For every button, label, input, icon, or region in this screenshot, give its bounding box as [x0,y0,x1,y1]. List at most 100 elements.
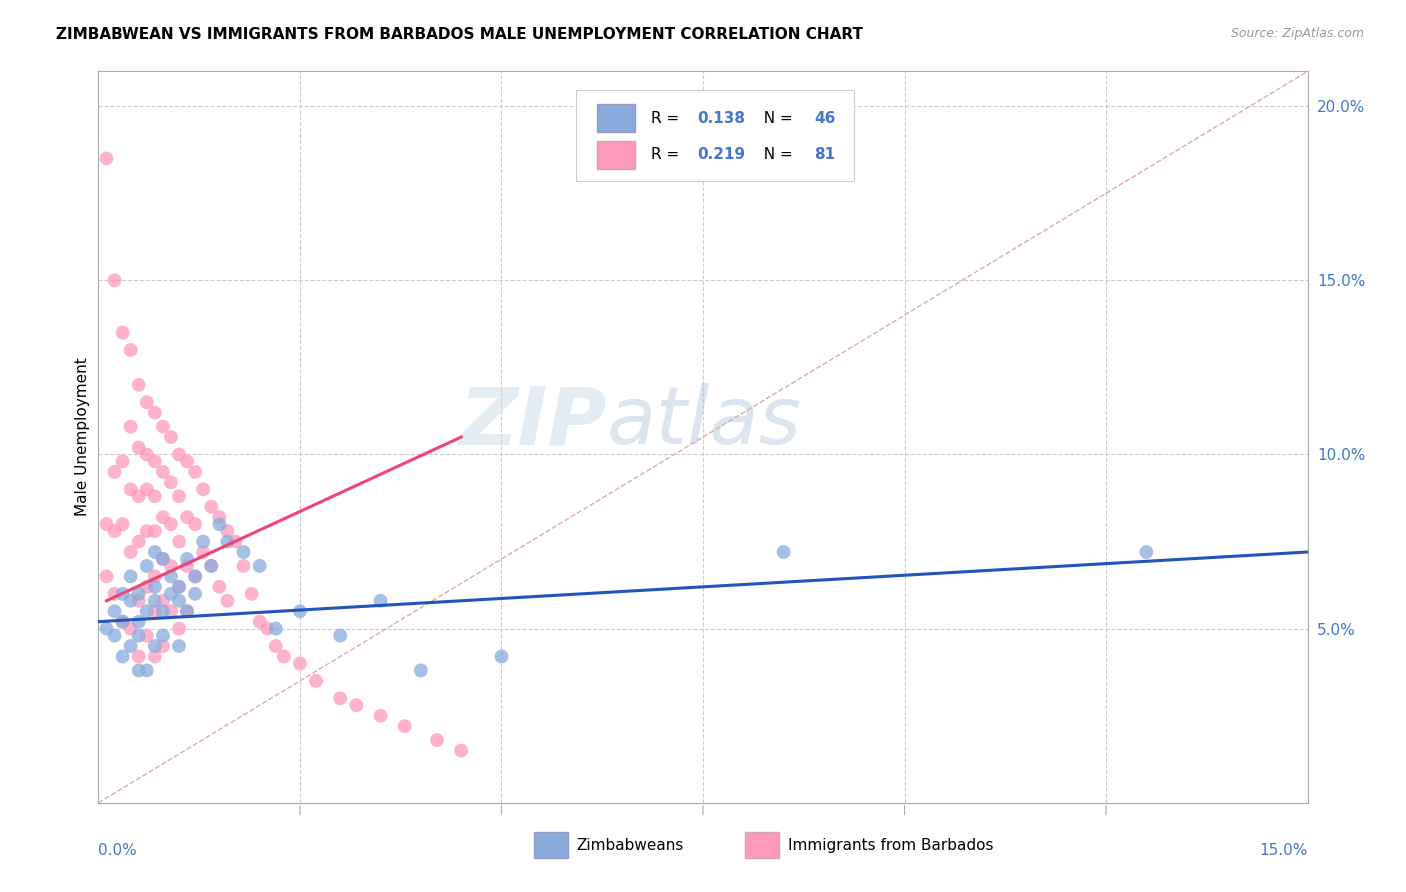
Point [152,639,174,653]
Point [96,569,118,583]
Point [1135,545,1157,559]
Point [370,708,392,723]
Text: N =: N = [754,147,797,162]
Point [111,454,134,468]
Point [176,454,198,468]
Point [96,622,118,636]
Point [264,622,287,636]
Point [103,524,125,538]
Point [167,580,190,594]
Point [135,604,157,618]
Point [232,558,254,573]
Point [96,152,118,166]
Point [160,558,183,573]
Point [344,698,367,713]
Point [176,510,198,524]
Point [143,639,166,653]
Text: 0.0%: 0.0% [98,843,138,858]
Point [184,465,207,479]
Point [167,534,190,549]
Point [152,629,174,643]
Point [135,558,157,573]
Point [329,629,352,643]
Point [240,587,263,601]
FancyBboxPatch shape [576,90,855,181]
Point [160,569,183,583]
Point [135,483,157,497]
Point [217,594,239,608]
Point [143,569,166,583]
Point [200,558,222,573]
Point [120,569,142,583]
Point [184,569,207,583]
Point [264,639,287,653]
Text: R =: R = [651,147,685,162]
Text: 0.219: 0.219 [697,147,745,162]
Point [208,580,231,594]
Point [176,552,198,566]
Point [120,622,142,636]
Point [167,594,190,608]
Point [128,615,150,629]
Point [143,454,166,468]
Text: atlas: atlas [606,384,801,461]
Point [128,377,150,392]
Point [193,534,215,549]
Point [111,615,134,629]
Point [120,545,142,559]
Point [111,326,134,340]
Point [128,594,150,608]
Point [120,639,142,653]
Point [305,673,328,688]
Point [208,510,231,524]
Point [491,649,513,664]
Point [184,569,207,583]
Point [135,448,157,462]
Point [176,604,198,618]
Text: ZIP: ZIP [458,384,606,461]
Point [152,604,174,618]
Point [128,664,150,678]
Point [143,594,166,608]
Text: Immigrants from Barbados: Immigrants from Barbados [787,838,993,853]
Point [232,545,254,559]
Point [103,629,125,643]
Point [160,587,183,601]
FancyBboxPatch shape [534,832,568,858]
Point [103,587,125,601]
Point [128,441,150,455]
Point [128,649,150,664]
FancyBboxPatch shape [596,104,636,132]
Point [120,419,142,434]
Point [128,489,150,503]
Point [160,517,183,532]
FancyBboxPatch shape [596,141,636,169]
Point [249,558,271,573]
Point [249,615,271,629]
Point [135,580,157,594]
Point [200,558,222,573]
Point [152,419,174,434]
Point [143,524,166,538]
Point [217,534,239,549]
Point [135,629,157,643]
Point [176,558,198,573]
Point [200,500,222,514]
Point [103,604,125,618]
Point [184,517,207,532]
Y-axis label: Male Unemployment: Male Unemployment [75,358,90,516]
Point [143,545,166,559]
Point [370,594,392,608]
Point [450,743,472,757]
Point [224,534,246,549]
Point [288,657,311,671]
Point [152,465,174,479]
Point [152,552,174,566]
Point [288,604,311,618]
Point [167,580,190,594]
Point [128,534,150,549]
Point [128,587,150,601]
Point [208,517,231,532]
Text: 0.138: 0.138 [697,111,745,126]
Text: 15.0%: 15.0% [1260,843,1308,858]
